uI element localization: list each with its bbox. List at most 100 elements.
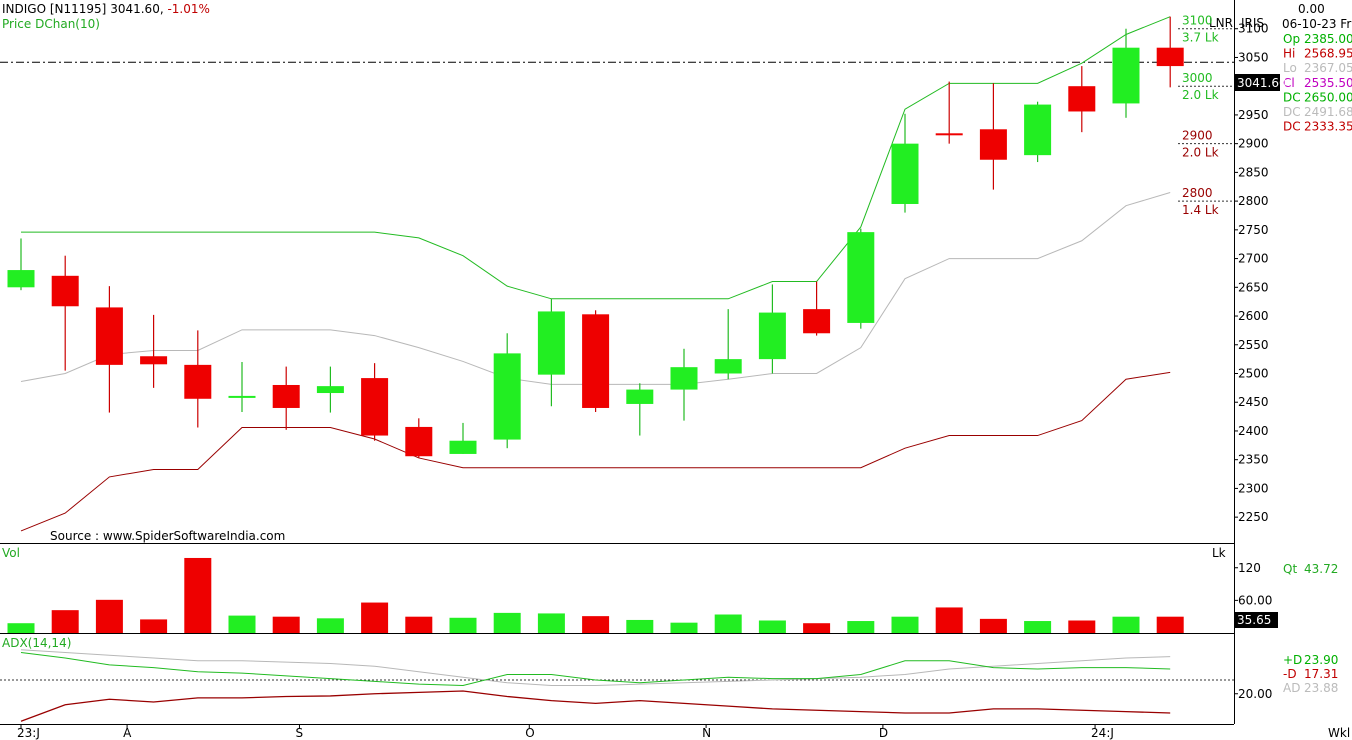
qt-value: 43.72 (1304, 562, 1338, 576)
volume-bar (847, 621, 875, 633)
volume-axis: 60.00 120 (1234, 561, 1272, 607)
price-tick-label: 2600 (1238, 309, 1269, 323)
volume-current-tag-text: 35.65 (1237, 613, 1271, 627)
candle-body (51, 275, 79, 307)
candle-body (803, 309, 831, 334)
candle-body (758, 312, 786, 360)
price-tick-label: 3100 (1238, 22, 1269, 36)
volume-bar (449, 617, 477, 633)
time-tick-label: 23:J (17, 726, 40, 740)
candle-body (847, 232, 875, 323)
volume-current-tag: 35.65 (1235, 612, 1278, 628)
candle (316, 366, 344, 413)
price-tick-label: 2650 (1238, 280, 1269, 294)
volume-bar (228, 615, 256, 633)
candle-body (316, 386, 344, 394)
info-label: DC (1283, 105, 1301, 119)
price-tick-label: 2350 (1238, 453, 1269, 467)
candle (935, 81, 963, 144)
price-tick-label: 2800 (1238, 194, 1269, 208)
time-tick-label: S (295, 726, 303, 740)
candle-body (1112, 47, 1140, 104)
candle (184, 330, 212, 428)
candle-body (449, 440, 477, 454)
adx-legend-label: -D (1283, 667, 1297, 681)
candle-body (272, 384, 300, 408)
candle (140, 314, 168, 388)
source-note: Source : www.SpiderSoftwareIndia.com (50, 529, 285, 543)
volume-bar (1068, 620, 1096, 633)
info-value: 2385.00 (1304, 32, 1352, 46)
adx-line (20, 649, 1171, 686)
volume-tick-label: 120 (1238, 561, 1261, 575)
price-level-label: 3000 (1182, 71, 1213, 85)
adx-legend-label: AD (1283, 681, 1300, 695)
adx-tick-label: 20.00 (1238, 687, 1272, 701)
volume-bar (361, 602, 389, 633)
candle-body (7, 270, 35, 288)
price-tick-label: 2850 (1238, 165, 1269, 179)
candle-body (1068, 86, 1096, 112)
indicator-label: Price DChan(10) (2, 17, 100, 31)
price-level-volume: 2.0 Lk (1182, 88, 1219, 102)
candle-body (626, 389, 654, 404)
volume-title: Vol (2, 546, 20, 560)
candle (228, 362, 256, 412)
time-tick-label: A (123, 726, 132, 740)
volume-bar (7, 623, 35, 633)
info-label: Lo (1283, 61, 1297, 75)
candle-body (582, 314, 610, 408)
info-value: 2491.68 (1304, 105, 1352, 119)
candle (891, 113, 919, 213)
volume-bar (184, 557, 212, 633)
candle (7, 238, 35, 291)
adx-axis: 20.00 (1234, 687, 1272, 701)
volume-bar (582, 616, 610, 633)
price-axis: 2250 2300 2350 2400 2450 2500 2550 2600 2650 2700… (1234, 22, 1269, 524)
candle (1112, 28, 1140, 118)
price-tick-label: 2250 (1238, 510, 1269, 524)
donchian-upper-line (21, 16, 1171, 300)
volume-bar (140, 619, 168, 633)
info-value: 2650.00 (1304, 90, 1352, 104)
volume-bar (1024, 621, 1052, 633)
candle (626, 383, 654, 436)
candle-body (1156, 47, 1184, 67)
donchian-lower-line (20, 371, 1171, 532)
price-level-label: 2800 (1182, 186, 1213, 200)
volume-bar (758, 620, 786, 633)
info-label: Op (1283, 32, 1300, 46)
price-tick-label: 2450 (1238, 395, 1269, 409)
candle-body (1024, 104, 1052, 156)
candle-body (228, 395, 256, 398)
price-tick-label: 2700 (1238, 252, 1269, 266)
volume-bar (1156, 616, 1184, 633)
price-tick-label: 2550 (1238, 338, 1269, 352)
panel-frames (0, 0, 1235, 725)
info-value: 2333.35 (1304, 120, 1352, 134)
last-price-tag-text: 3041.60 (1237, 76, 1287, 90)
candle (405, 418, 433, 458)
volume-bar (537, 613, 565, 633)
volume-bars (7, 557, 1184, 633)
qt-label: Qt (1283, 562, 1297, 576)
info-label: DC (1283, 120, 1301, 134)
volume-bar (714, 614, 742, 633)
scale-mode-label[interactable]: LNR (1209, 16, 1233, 30)
candle-body (493, 353, 521, 440)
info-label: DC (1283, 90, 1301, 104)
timeframe-label[interactable]: Wkl (1328, 726, 1350, 740)
volume-bar (272, 616, 300, 633)
candle-body (979, 129, 1007, 160)
price-tick-label: 3050 (1238, 50, 1269, 64)
minus-di-line (20, 690, 1171, 722)
price-tick-label: 2400 (1238, 424, 1269, 438)
info-value: 2367.05 (1304, 61, 1352, 75)
volume-unit: Lk (1212, 546, 1226, 560)
candle-body (95, 307, 123, 365)
plus-di-line (20, 652, 1171, 687)
candle (1156, 16, 1184, 88)
adx-legend-value: 23.88 (1304, 681, 1338, 695)
